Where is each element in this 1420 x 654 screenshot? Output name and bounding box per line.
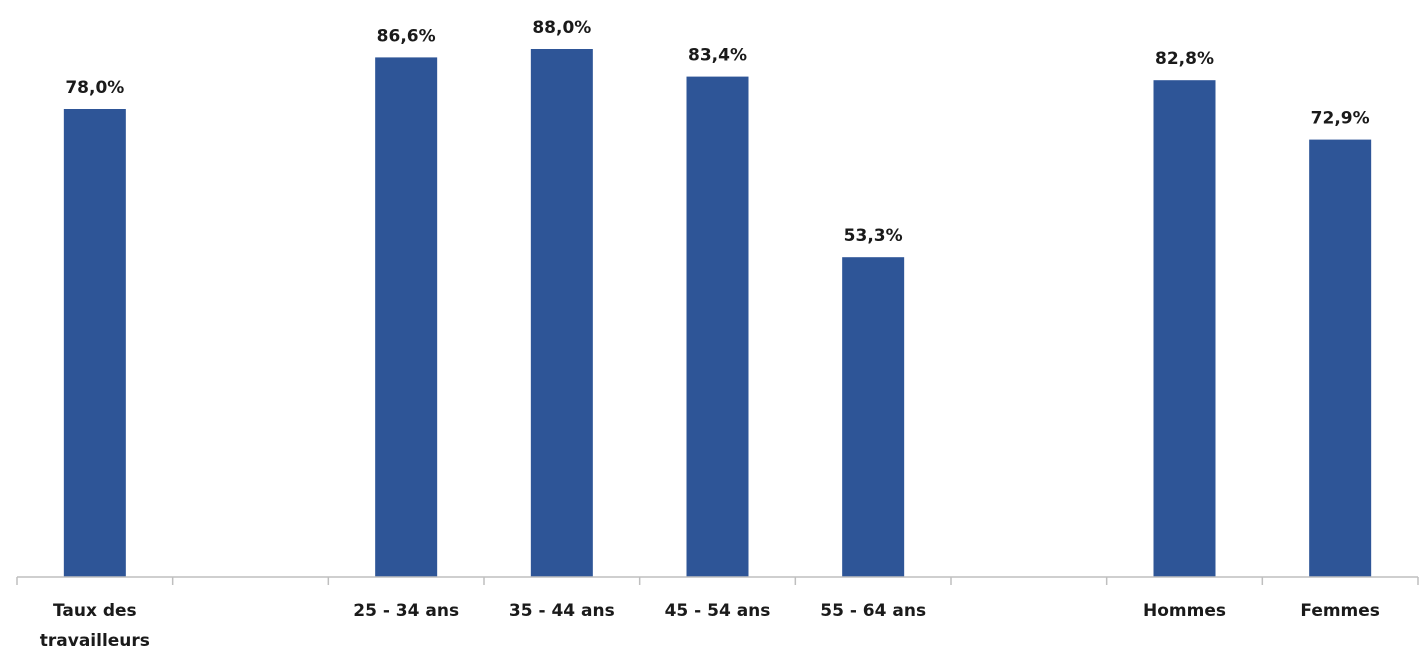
data-label: 83,4% — [688, 46, 747, 66]
bar — [375, 57, 438, 577]
category-labels-group: Taux des travailleurs 25 - 34 ans 35 - 44 a… — [40, 601, 1380, 651]
tick-label: 45 - 54 ans — [665, 601, 771, 621]
bar — [63, 109, 126, 577]
data-label: 86,6% — [377, 26, 436, 46]
data-label: 82,8% — [1155, 49, 1214, 69]
data-label: 72,9% — [1311, 109, 1370, 129]
tick-label: Taux des — [53, 601, 137, 621]
bar — [1309, 139, 1372, 577]
bars-group — [63, 49, 1372, 577]
data-label: 53,3% — [844, 226, 903, 246]
tick-label: Hommes — [1143, 601, 1226, 621]
data-label: 88,0% — [532, 18, 591, 38]
value-labels-group: 78,0% 86,6% 88,0% 83,4% 53,3% 82,8% 72,9% — [65, 18, 1369, 246]
tick-label: 35 - 44 ans — [509, 601, 615, 621]
tick-label: Femmes — [1300, 601, 1380, 621]
bar — [1153, 80, 1216, 577]
bar — [842, 257, 905, 577]
data-label: 78,0% — [65, 78, 124, 98]
tick-label: 55 - 64 ans — [820, 601, 926, 621]
bar — [686, 76, 749, 577]
bar — [530, 49, 593, 577]
tick-label: travailleurs — [40, 631, 150, 651]
x-axis-ticks — [16, 577, 1419, 585]
tick-label: 25 - 34 ans — [353, 601, 459, 621]
